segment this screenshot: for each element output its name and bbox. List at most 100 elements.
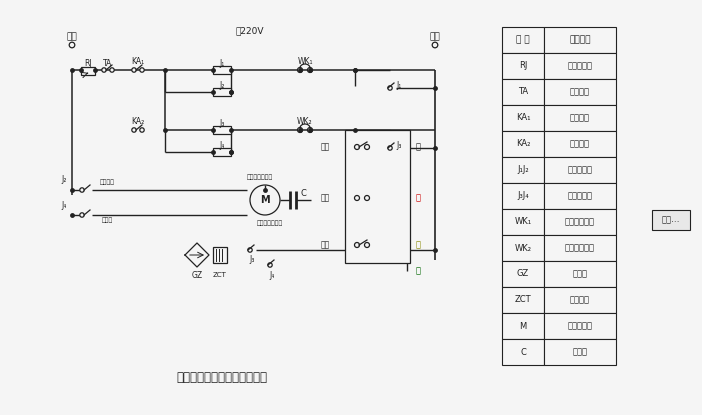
Circle shape — [355, 242, 359, 247]
Text: J₄: J₄ — [219, 141, 225, 149]
Text: 单相电动卷帘门机电气原理图: 单相电动卷帘门机电气原理图 — [176, 371, 267, 383]
Bar — [544, 183, 616, 209]
Text: 点击…: 点击… — [662, 215, 680, 225]
Circle shape — [132, 128, 136, 132]
Text: 停止按鈕: 停止按鈕 — [570, 88, 590, 97]
Bar — [544, 131, 616, 157]
Text: J₄: J₄ — [270, 271, 274, 279]
Bar — [502, 209, 544, 235]
Text: 红: 红 — [416, 193, 420, 203]
Text: 上升按鈕: 上升按鈕 — [570, 113, 590, 122]
Text: KA₁: KA₁ — [131, 56, 145, 66]
Circle shape — [355, 144, 359, 149]
Text: J₁J₂: J₁J₂ — [517, 166, 529, 174]
Text: J₃: J₃ — [397, 142, 402, 151]
Text: 上升限位开关: 上升限位开关 — [565, 217, 595, 227]
Circle shape — [388, 146, 392, 150]
Text: WK₁: WK₁ — [297, 56, 313, 66]
Text: C: C — [520, 347, 526, 356]
Circle shape — [307, 127, 312, 132]
Circle shape — [364, 195, 369, 200]
Text: 电容器: 电容器 — [573, 347, 588, 356]
Circle shape — [140, 128, 144, 132]
Text: 符 号: 符 号 — [516, 36, 530, 44]
Text: 绿: 绿 — [416, 266, 420, 276]
Circle shape — [355, 195, 359, 200]
Text: ZCT: ZCT — [213, 272, 227, 278]
Circle shape — [69, 42, 75, 48]
Circle shape — [110, 68, 114, 72]
Bar — [544, 287, 616, 313]
Text: J₂: J₂ — [219, 81, 225, 90]
Text: RJ: RJ — [519, 61, 527, 71]
Text: J₄: J₄ — [61, 200, 67, 210]
Bar — [544, 235, 616, 261]
Bar — [502, 53, 544, 79]
Bar — [213, 126, 231, 134]
Bar — [544, 79, 616, 105]
Text: RJ: RJ — [84, 59, 92, 68]
Text: ～220V: ～220V — [236, 27, 264, 36]
Bar — [544, 339, 616, 365]
Bar — [502, 313, 544, 339]
Circle shape — [102, 68, 106, 72]
Bar — [502, 79, 544, 105]
Circle shape — [248, 248, 252, 252]
Text: J₃J₄: J₃J₄ — [517, 191, 529, 200]
Text: 电磁线圈: 电磁线圈 — [570, 295, 590, 305]
Bar — [544, 313, 616, 339]
Circle shape — [298, 68, 303, 73]
Bar — [213, 247, 227, 263]
Circle shape — [140, 68, 144, 72]
Text: J₃: J₃ — [219, 119, 225, 127]
Circle shape — [364, 242, 369, 247]
Text: J₃: J₃ — [249, 256, 255, 264]
Polygon shape — [185, 243, 209, 267]
Circle shape — [298, 127, 303, 132]
Text: 过热保护器: 过热保护器 — [567, 61, 592, 71]
Bar — [81, 67, 95, 75]
Bar — [544, 27, 616, 53]
Text: GZ: GZ — [517, 269, 529, 278]
Circle shape — [267, 263, 272, 267]
Bar — [544, 261, 616, 287]
Text: M: M — [260, 195, 270, 205]
Circle shape — [80, 213, 84, 217]
Text: J₁: J₁ — [219, 59, 225, 68]
Bar — [544, 209, 616, 235]
Text: WK₂: WK₂ — [515, 244, 531, 252]
Text: WK₂: WK₂ — [297, 117, 313, 125]
Bar — [213, 66, 231, 74]
Bar — [544, 105, 616, 131]
Bar — [345, 130, 410, 263]
Text: KA₂: KA₂ — [516, 139, 530, 149]
Text: 整流器: 整流器 — [573, 269, 588, 278]
Text: 电机红色引出线: 电机红色引出线 — [257, 220, 283, 226]
Bar — [213, 148, 231, 156]
Text: 上升继电器: 上升继电器 — [567, 166, 592, 174]
Bar — [544, 157, 616, 183]
Text: 白: 白 — [416, 142, 420, 151]
Text: 下降继电器: 下降继电器 — [567, 191, 592, 200]
Text: 黄: 黄 — [416, 241, 420, 249]
Circle shape — [388, 86, 392, 90]
Bar — [502, 235, 544, 261]
Text: C: C — [300, 188, 306, 198]
Text: 电机黄色: 电机黄色 — [100, 179, 114, 185]
Text: TA: TA — [103, 59, 112, 68]
Bar — [652, 210, 690, 230]
Text: 下降限位开关: 下降限位开关 — [565, 244, 595, 252]
Text: 上升: 上升 — [321, 142, 330, 151]
Text: 下降按鈕: 下降按鈕 — [570, 139, 590, 149]
Text: GZ: GZ — [192, 271, 203, 279]
Bar — [544, 53, 616, 79]
Bar — [502, 105, 544, 131]
Circle shape — [80, 188, 84, 192]
Bar — [502, 261, 544, 287]
Text: J₁: J₁ — [397, 81, 402, 90]
Bar — [502, 287, 544, 313]
Circle shape — [307, 68, 312, 73]
Text: 电器名称: 电器名称 — [569, 36, 591, 44]
Bar — [502, 131, 544, 157]
Text: KA₂: KA₂ — [131, 117, 145, 125]
